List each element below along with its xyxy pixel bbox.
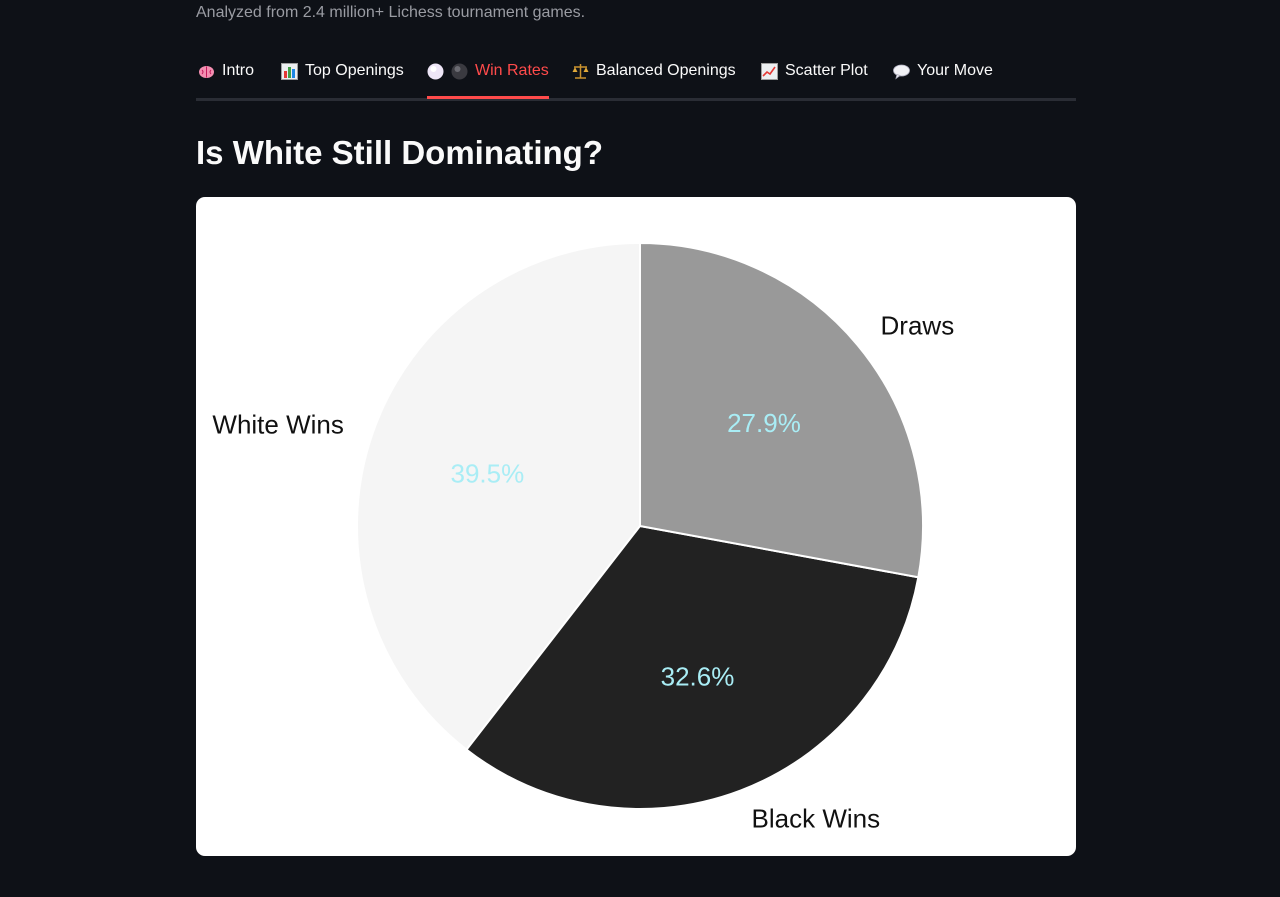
tab-top-openings[interactable]: Top Openings bbox=[281, 62, 404, 98]
pie-chart-card: 39.5% 32.6% 27.9% White Wins Black Wins Draws bbox=[196, 197, 1076, 856]
tab-bar: Intro Top Openings Win Rates bbox=[196, 52, 1076, 101]
tab-label: Intro bbox=[222, 62, 255, 79]
win-rates-pie-chart: 39.5% 32.6% 27.9% White Wins Black Wins Draws bbox=[212, 241, 955, 833]
tab-win-rates[interactable]: Win Rates bbox=[427, 62, 549, 99]
tab-intro[interactable]: Intro bbox=[198, 62, 254, 98]
tab-your-move[interactable]: Your Move bbox=[893, 62, 993, 98]
pie-slice-draws[interactable] bbox=[639, 241, 924, 579]
pie-category-label: Draws bbox=[881, 311, 955, 341]
bar-chart-icon bbox=[281, 63, 298, 80]
black-circle-icon bbox=[451, 63, 468, 80]
pie-percent-label: 32.6% bbox=[661, 662, 735, 692]
tab-label: Top Openings bbox=[305, 62, 404, 79]
section-title: Is White Still Dominating? bbox=[196, 134, 603, 171]
pie-slice-white-wins[interactable] bbox=[356, 241, 641, 752]
tab-scatter-plot[interactable]: Scatter Plot bbox=[761, 62, 868, 98]
pie-percent-label: 27.9% bbox=[727, 408, 801, 438]
pie-category-label: Black Wins bbox=[752, 803, 881, 833]
pie-category-label: White Wins bbox=[212, 410, 343, 440]
tab-label: Scatter Plot bbox=[785, 62, 868, 79]
tab-balanced-openings[interactable]: Balanced Openings bbox=[572, 62, 736, 98]
tab-label: Win Rates bbox=[475, 62, 549, 79]
tab-label: Balanced Openings bbox=[596, 62, 736, 79]
pie-percent-label: 39.5% bbox=[451, 459, 525, 489]
chart-increasing-icon bbox=[761, 63, 778, 80]
tab-label: Your Move bbox=[917, 62, 993, 79]
speech-bubble-icon bbox=[893, 64, 910, 80]
balance-scale-icon bbox=[572, 64, 589, 79]
brain-icon bbox=[199, 66, 214, 78]
page-caption: Analyzed from 2.4 million+ Lichess tourn… bbox=[196, 4, 586, 21]
pie-slice-black-wins[interactable] bbox=[465, 524, 920, 810]
white-circle-icon bbox=[427, 63, 444, 80]
